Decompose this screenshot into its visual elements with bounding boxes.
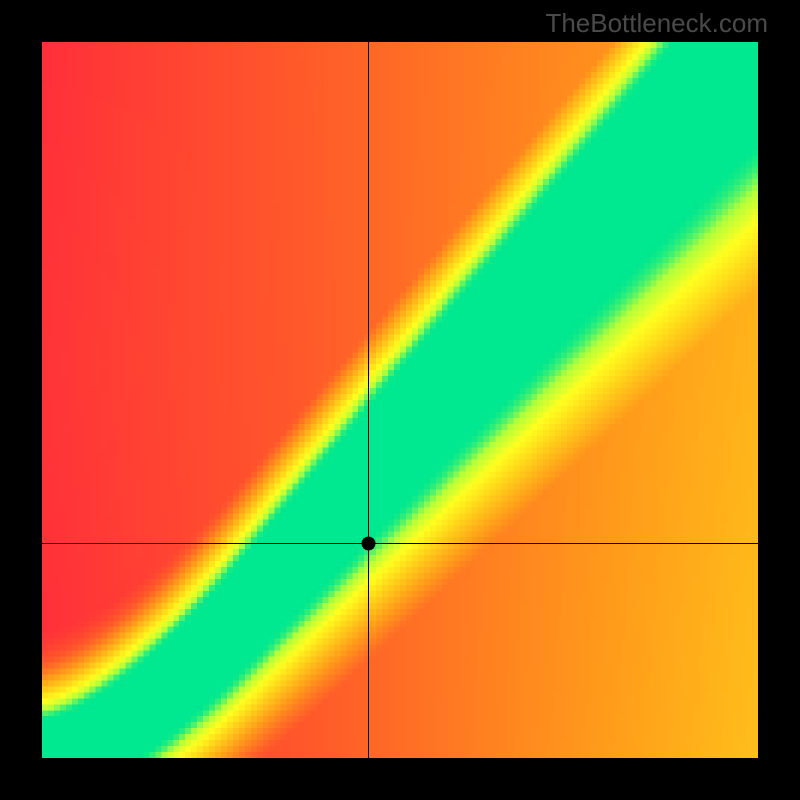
watermark-text: TheBottleneck.com (545, 8, 768, 39)
chart-container: { "watermark": { "text": "TheBottleneck.… (0, 0, 800, 800)
crosshair-overlay (42, 42, 758, 758)
